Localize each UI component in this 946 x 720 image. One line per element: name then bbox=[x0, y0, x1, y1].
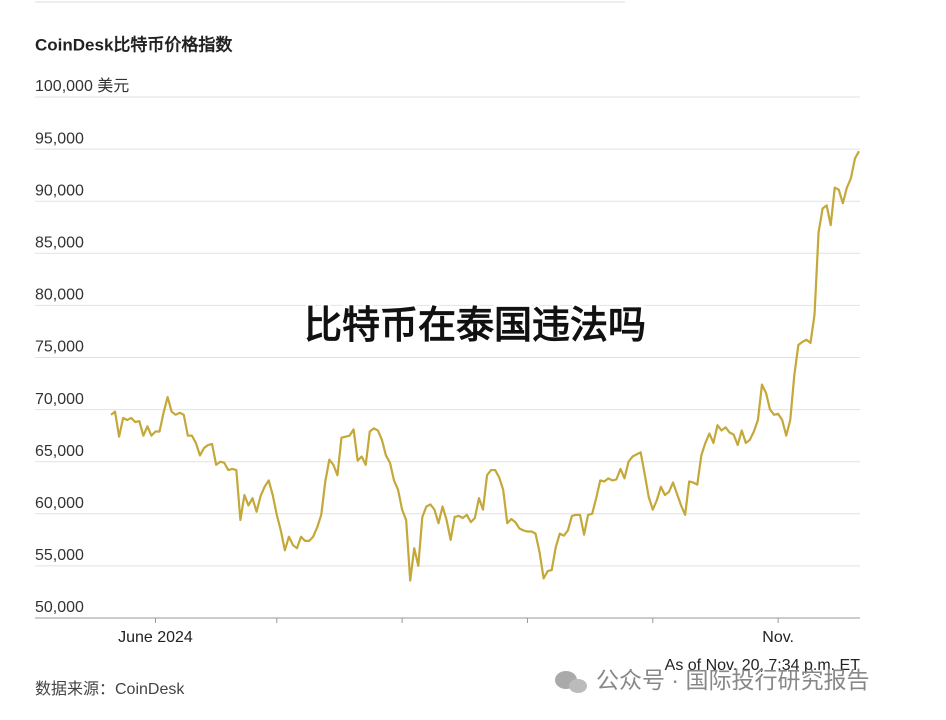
x-tick-label: Nov. bbox=[762, 629, 794, 646]
watermark-icon bbox=[555, 671, 587, 693]
y-tick-label: 90,000 bbox=[35, 182, 84, 199]
y-tick-label: 50,000 bbox=[35, 599, 84, 616]
note: As of Nov. 20, 7:34 p.m. ET bbox=[665, 657, 861, 674]
headline: 比特币在泰国违法吗 bbox=[304, 305, 646, 347]
y-tick-label: 65,000 bbox=[35, 443, 84, 460]
y-tick-label: 70,000 bbox=[35, 391, 84, 408]
source: 数据来源：CoinDesk bbox=[35, 680, 185, 698]
price-line bbox=[110, 150, 860, 582]
y-tick-label: 100,000 美元 bbox=[35, 77, 129, 95]
y-tick-label: 95,000 bbox=[35, 130, 84, 147]
y-tick-label: 75,000 bbox=[35, 339, 84, 356]
chart-title: CoinDesk比特币价格指数 bbox=[35, 34, 233, 54]
y-tick-label: 80,000 bbox=[35, 287, 84, 304]
y-tick-label: 55,000 bbox=[35, 547, 84, 564]
watermark: 公众号 · 国际投行研究报告 bbox=[596, 667, 869, 693]
y-tick-label: 85,000 bbox=[35, 235, 84, 252]
x-tick-label: June 2024 bbox=[118, 629, 193, 646]
y-tick-label: 60,000 bbox=[35, 495, 84, 512]
